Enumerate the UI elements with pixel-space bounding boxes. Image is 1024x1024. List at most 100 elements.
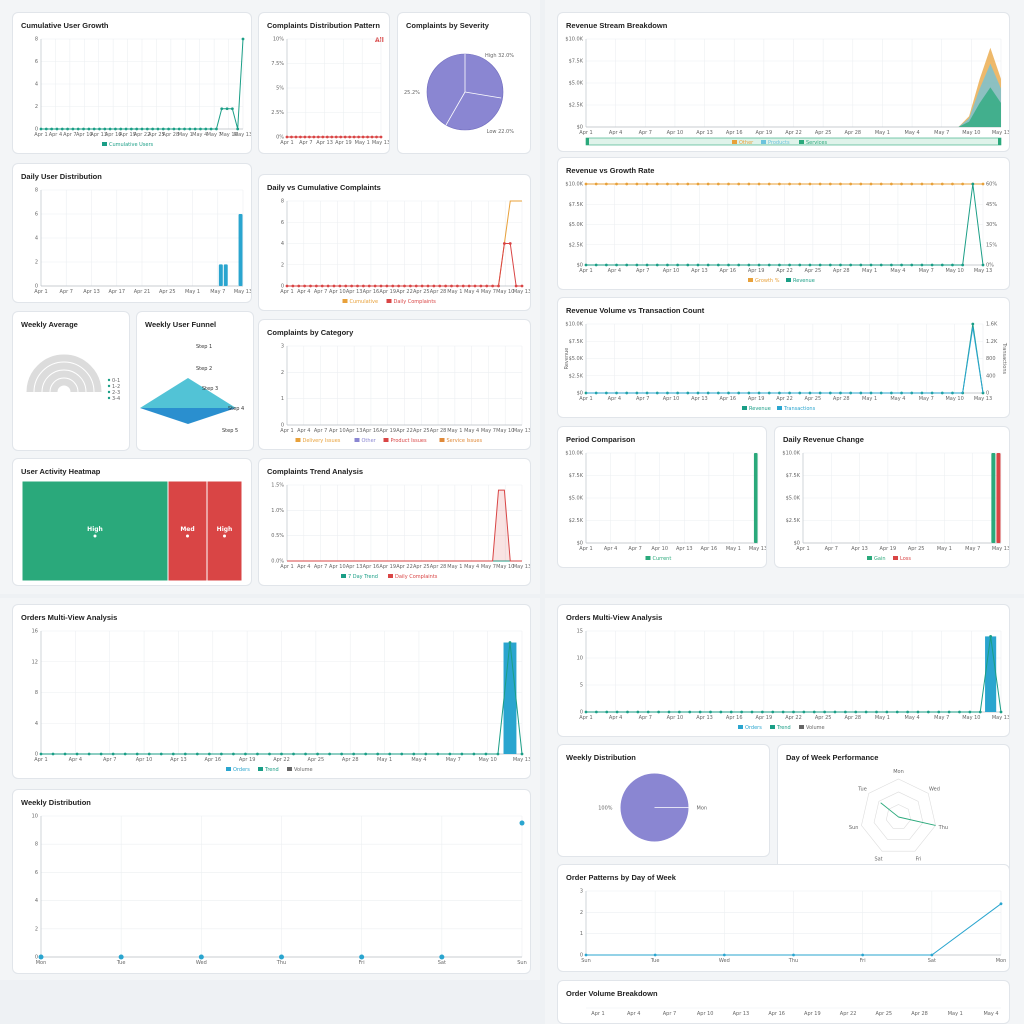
y-tick-label: 3 <box>580 889 583 895</box>
legend-swatch <box>777 406 782 410</box>
data-point <box>910 263 914 267</box>
x-tick-label: Apr 19 <box>379 289 396 295</box>
x-tick-label: Apr 22 <box>776 396 793 402</box>
data-point <box>508 242 512 245</box>
data-point <box>655 263 659 267</box>
x-tick-label: Apr 28 <box>163 132 180 138</box>
x-tick-label: Apr 25 <box>805 268 822 274</box>
radar-grid <box>885 804 912 829</box>
x-tick-label: May 10 <box>496 564 514 570</box>
data-point <box>615 182 618 186</box>
x-tick-label: Apr 10 <box>667 130 684 136</box>
data-point <box>771 710 775 714</box>
data-point <box>930 263 934 267</box>
data-point <box>108 127 112 131</box>
series-line <box>287 489 522 562</box>
x-tick-label: Apr 25 <box>159 289 176 295</box>
heatmap-cell <box>167 480 208 582</box>
chart-user-heatmap: High Med High <box>21 480 243 582</box>
data-point <box>357 135 361 139</box>
x-tick-label: Apr 4 <box>297 289 310 295</box>
data-point <box>981 263 985 267</box>
data-point <box>385 284 389 288</box>
y-tick-label: $10.0K <box>782 451 800 457</box>
legend-entry: Cumulative Users <box>109 142 154 148</box>
data-point <box>676 182 680 186</box>
data-point <box>910 182 914 186</box>
legend-entry: 7 Day Trend <box>348 574 378 580</box>
y-tick-label: 10 <box>32 814 38 820</box>
data-point <box>940 182 944 186</box>
data-point <box>653 953 657 957</box>
x-tick-label: Apr 22 <box>396 428 413 434</box>
y-tick-label: 6 <box>281 220 284 226</box>
y2-tick-label: 0% <box>986 263 994 269</box>
y-tick-label: 2 <box>281 262 284 268</box>
x-tick-label: Apr 4 <box>297 564 310 570</box>
y-tick-label: $5.0K <box>569 356 584 362</box>
data-point <box>332 284 336 288</box>
data-point <box>747 182 751 186</box>
range-brush[interactable] <box>585 137 1002 146</box>
legend-swatch <box>799 725 804 729</box>
data-point <box>285 284 289 288</box>
data-point <box>304 752 307 756</box>
data-point <box>497 284 500 288</box>
x-tick-label: Apr 7 <box>63 132 76 138</box>
chart-title: Daily Revenue Change <box>783 435 864 444</box>
chart-card-complaints-category: Complaints by Category 0 1 2 3 Apr 1 Apr 4 Apr … <box>258 319 531 450</box>
chart-title: Revenue vs Growth Rate <box>566 166 655 175</box>
data-point <box>38 954 44 960</box>
x-tick-label: May 4 <box>411 757 426 763</box>
x-tick-label: Apr 16 <box>768 1011 785 1017</box>
brush-handle[interactable] <box>998 138 1001 145</box>
x-tick-label: Apr 4 <box>608 396 621 402</box>
x-tick-label: Apr 7 <box>636 268 649 274</box>
y-tick-label: 4 <box>281 241 284 247</box>
gauge-ring <box>34 362 94 393</box>
y-tick-label: $10.0K <box>565 37 583 43</box>
legend-entry: Transactions <box>783 406 816 412</box>
data-point <box>303 135 307 139</box>
data-point <box>436 752 440 756</box>
y-tick-label: $10.0K <box>565 182 583 188</box>
data-point <box>325 135 329 139</box>
data-point <box>792 710 795 714</box>
data-point <box>352 135 356 139</box>
data-point <box>364 752 368 756</box>
data-point <box>604 263 608 267</box>
x-tick-label: Apr 13 <box>851 546 868 552</box>
gauge-ring <box>26 354 102 393</box>
data-point <box>999 902 1003 906</box>
data-point <box>439 954 445 960</box>
data-point <box>951 263 954 267</box>
data-point <box>412 752 416 756</box>
y-tick-label: 1 <box>281 396 284 402</box>
legend-swatch <box>386 299 392 303</box>
data-point <box>472 752 476 756</box>
chart-card-period-comparison: Period Comparison $0 $2.5K $5.0K $7.5K $10.0K… <box>557 426 767 568</box>
data-point <box>496 752 500 756</box>
legend-entry: Volume <box>294 767 313 773</box>
x-tick-label: May 1 <box>862 268 877 274</box>
data-point <box>171 752 175 756</box>
data-point <box>968 710 972 714</box>
y-tick-label: $0 <box>577 263 583 269</box>
data-point <box>183 752 187 756</box>
data-point <box>615 263 618 267</box>
x-tick-label: Apr 10 <box>697 1011 714 1017</box>
legend-entry: Daily Complaints <box>394 299 437 305</box>
brush-handle[interactable] <box>586 138 589 145</box>
data-point <box>44 127 48 131</box>
y-tick-label: 2 <box>35 104 38 110</box>
y-tick-label: 8 <box>281 199 284 205</box>
x-tick-label: Apr 13 <box>691 268 708 274</box>
y-tick-label: 0 <box>580 710 583 716</box>
x-tick-label: Apr 28 <box>844 715 861 721</box>
bar-mark <box>223 264 228 286</box>
data-point <box>161 127 165 131</box>
data-point <box>388 752 392 756</box>
data-point <box>808 263 812 267</box>
y2-tick-label: 800 <box>986 356 996 362</box>
x-tick-label: Apr 1 <box>579 546 592 552</box>
